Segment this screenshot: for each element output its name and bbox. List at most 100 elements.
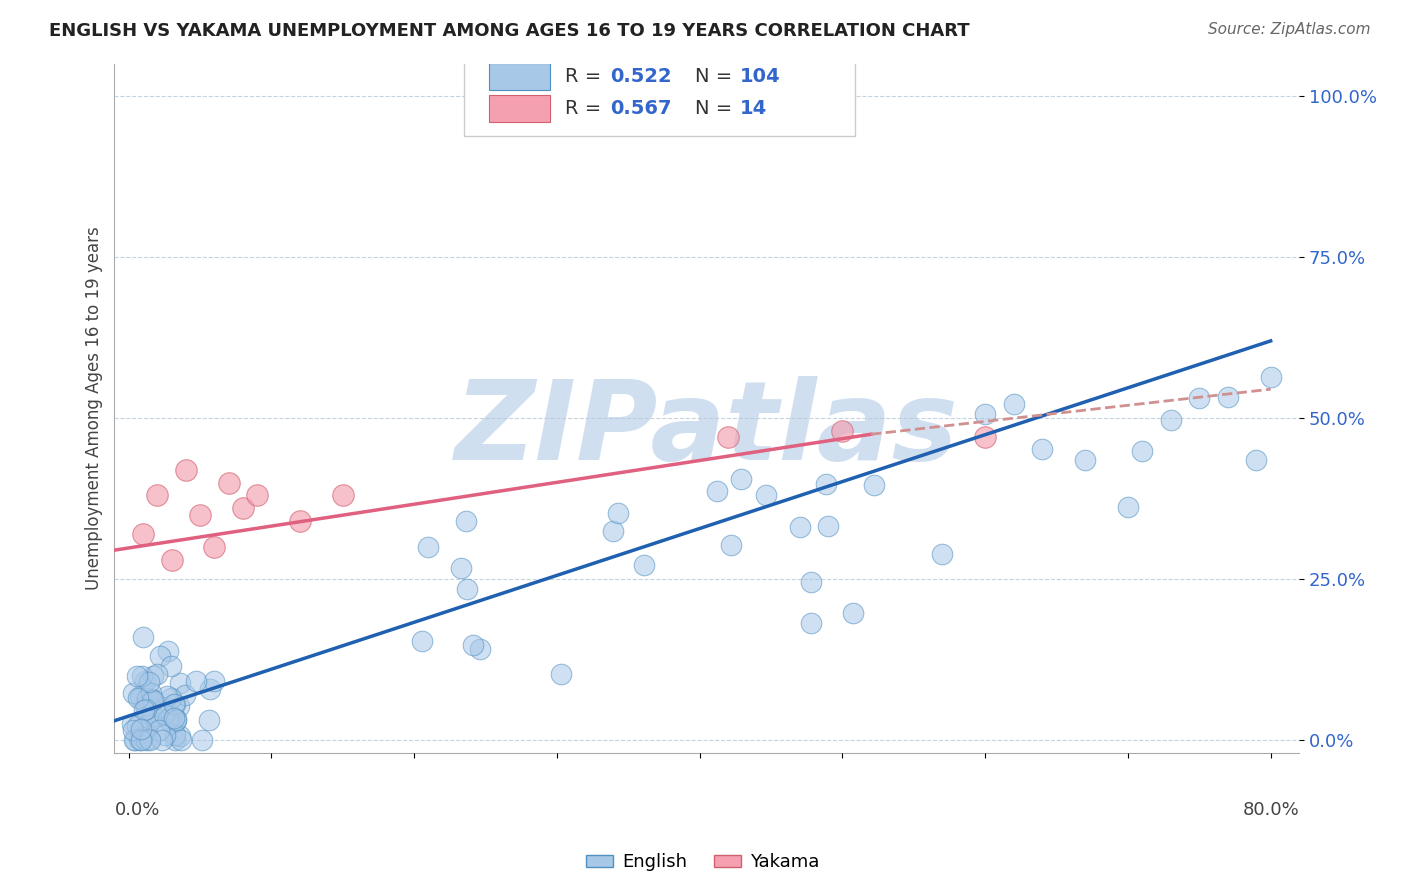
Point [159, 716, 181, 731]
Point [165, 728, 187, 742]
Point [163, 714, 186, 729]
Point [159, 659, 181, 673]
Point [128, 733, 150, 747]
Point [188, 508, 211, 522]
Point [198, 681, 221, 696]
Point [155, 689, 177, 703]
Point [1031, 442, 1053, 457]
Point [160, 690, 183, 705]
Point [134, 703, 156, 717]
Point [160, 553, 183, 567]
Point [131, 730, 153, 744]
Point [150, 699, 173, 714]
Point [550, 667, 572, 681]
Point [167, 698, 190, 713]
FancyBboxPatch shape [489, 95, 550, 122]
Point [456, 582, 478, 597]
Point [831, 424, 853, 438]
Point [134, 673, 156, 688]
Point [165, 714, 187, 728]
Text: ENGLISH VS YAKAMA UNEMPLOYMENT AMONG AGES 16 TO 19 YEARS CORRELATION CHART: ENGLISH VS YAKAMA UNEMPLOYMENT AMONG AGE… [49, 22, 970, 40]
Point [720, 538, 742, 552]
Point [232, 501, 254, 516]
Point [416, 540, 439, 554]
Point [153, 728, 176, 742]
Point [148, 723, 170, 737]
Text: R =: R = [565, 99, 607, 118]
Text: 0.522: 0.522 [610, 67, 671, 86]
Point [142, 708, 165, 723]
Point [755, 488, 778, 502]
Point [132, 527, 155, 541]
Text: N =: N = [695, 99, 738, 118]
Point [135, 733, 157, 747]
Point [1216, 390, 1239, 404]
Point [139, 694, 162, 708]
Point [170, 733, 193, 747]
Point [607, 506, 630, 520]
Point [841, 606, 863, 620]
Point [138, 674, 160, 689]
Text: ZIPatlas: ZIPatlas [456, 376, 959, 483]
Point [974, 407, 997, 421]
Point [706, 483, 728, 498]
Point [129, 690, 152, 705]
Point [125, 719, 148, 733]
Point [149, 648, 172, 663]
Point [191, 733, 214, 747]
Point [1246, 453, 1268, 467]
Point [1074, 453, 1097, 467]
Point [173, 688, 195, 702]
Point [125, 669, 148, 683]
Point [153, 707, 176, 722]
Point [135, 691, 157, 706]
Text: 104: 104 [740, 67, 780, 86]
Point [141, 692, 163, 706]
Point [150, 733, 173, 747]
Point [1188, 391, 1211, 405]
Point [163, 697, 186, 711]
Point [602, 524, 624, 538]
Point [800, 574, 823, 589]
Point [139, 713, 162, 727]
Point [141, 686, 163, 700]
Text: 14: 14 [740, 99, 768, 118]
Point [157, 712, 180, 726]
Point [163, 697, 186, 711]
Point [800, 616, 823, 631]
Point [138, 731, 160, 746]
Point [146, 488, 169, 502]
Text: 0.0%: 0.0% [114, 801, 160, 819]
Point [122, 686, 145, 700]
Point [129, 723, 152, 737]
Point [332, 488, 354, 502]
Point [411, 634, 433, 648]
Point [136, 716, 159, 731]
Point [974, 430, 997, 444]
Point [128, 731, 150, 746]
Text: Source: ZipAtlas.com: Source: ZipAtlas.com [1208, 22, 1371, 37]
Point [142, 669, 165, 683]
Point [218, 475, 240, 490]
Point [135, 702, 157, 716]
Y-axis label: Unemployment Among Ages 16 to 19 years: Unemployment Among Ages 16 to 19 years [86, 227, 103, 591]
FancyBboxPatch shape [464, 50, 855, 136]
Legend: English, Yakama: English, Yakama [579, 847, 827, 879]
Point [174, 463, 197, 477]
Point [1160, 413, 1182, 427]
Point [931, 547, 953, 561]
Point [468, 642, 491, 657]
Point [202, 540, 225, 554]
Point [169, 675, 191, 690]
Point [157, 644, 180, 658]
Point [124, 733, 146, 747]
Point [288, 514, 311, 528]
Point [163, 710, 186, 724]
Point [202, 674, 225, 689]
Point [122, 733, 145, 747]
Point [160, 708, 183, 723]
Point [1260, 370, 1282, 384]
Point [165, 712, 187, 726]
Text: 80.0%: 80.0% [1243, 801, 1299, 819]
Point [129, 733, 152, 747]
